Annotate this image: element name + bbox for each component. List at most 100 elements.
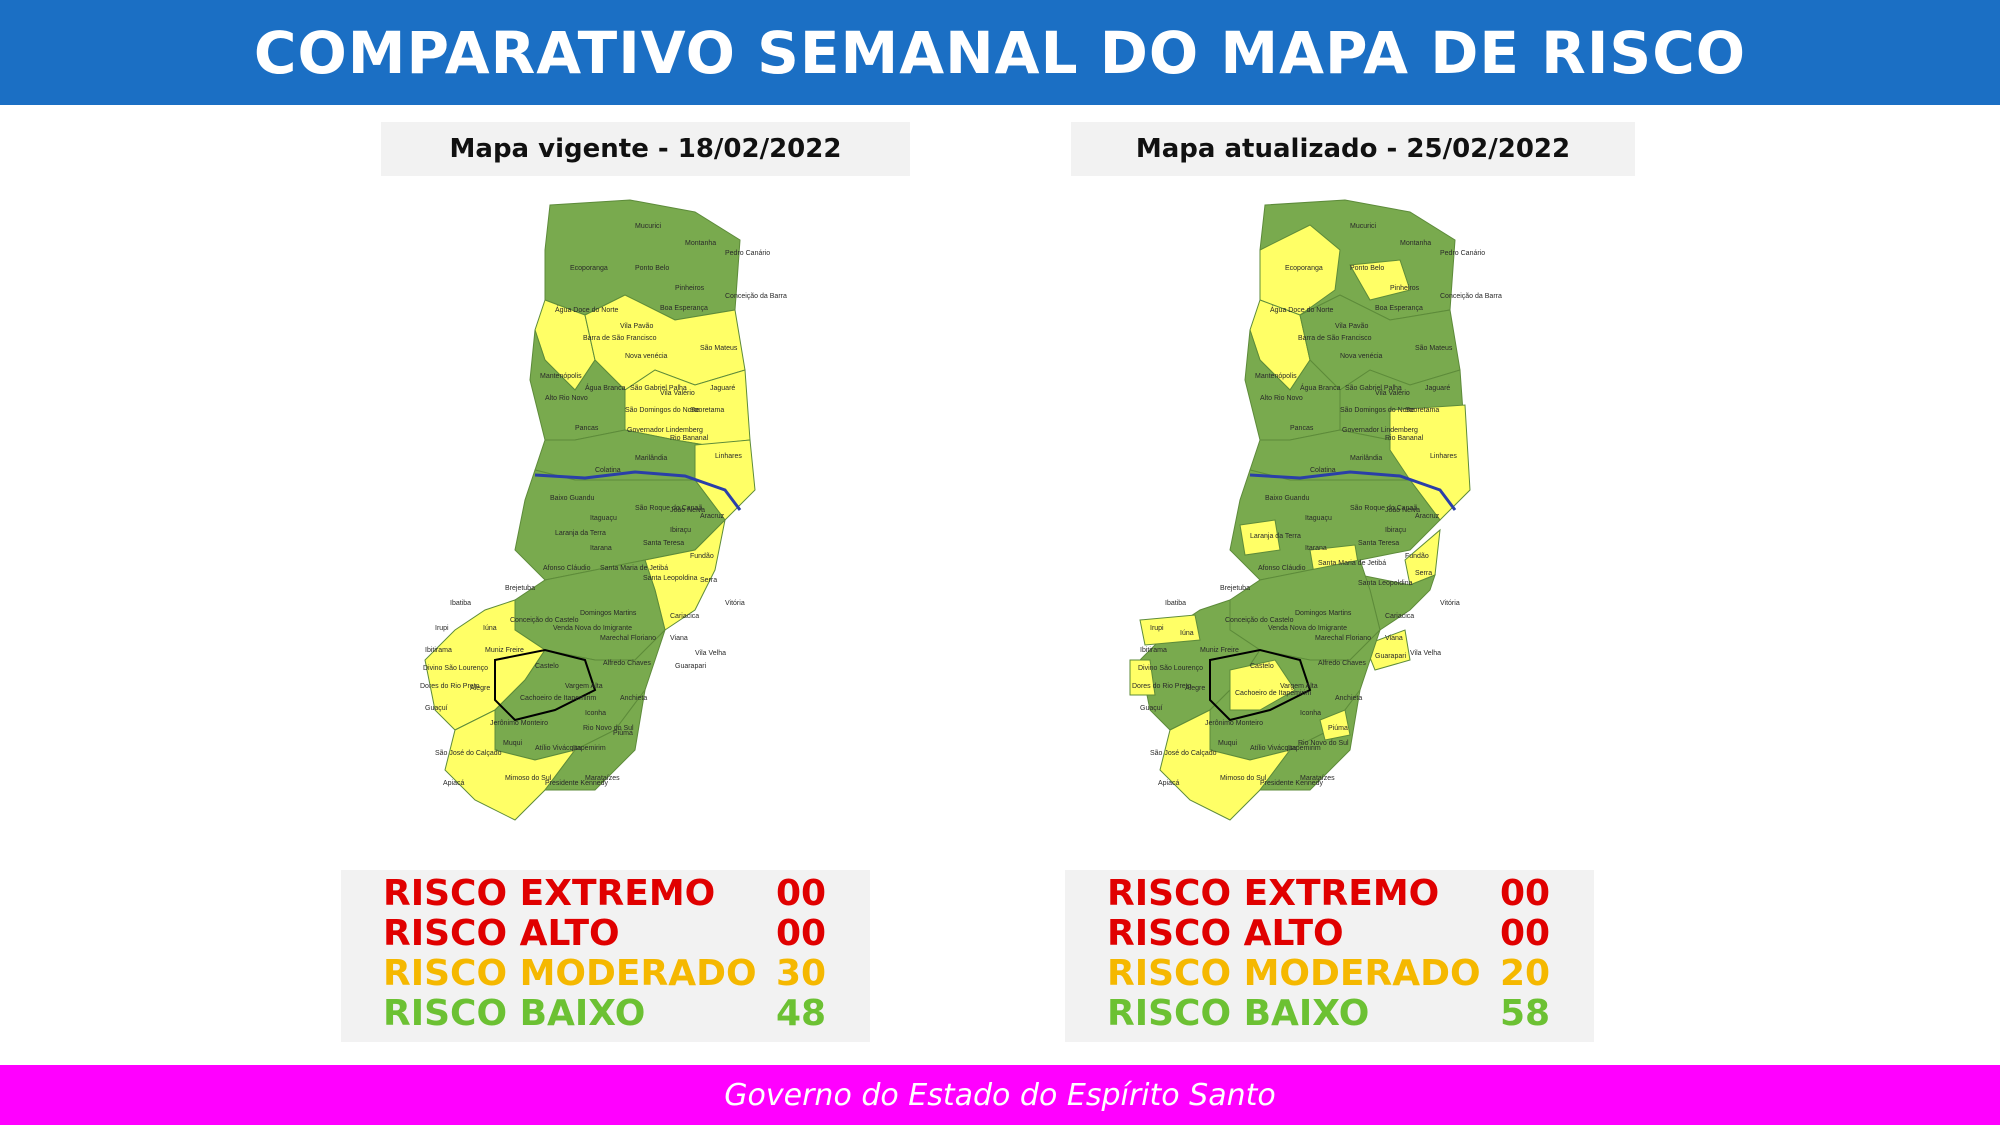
map-label: Anchieta [1335,695,1362,702]
map-label: São José do Calçado [435,750,502,757]
map-label: Marataízes [585,775,620,782]
map-label: Jaguaré [710,385,735,392]
map-label: Colatina [1310,467,1336,474]
map-label: Vargem Alta [1280,683,1318,690]
map-label: Aracruz [700,513,725,520]
map-label: Marilândia [635,455,667,462]
map-label: Mantenópolis [540,373,582,380]
map-label: Cachoeiro de Itapemirim [1235,690,1311,697]
map-label: Sooretama [690,407,724,414]
map-label: João Neiva [670,507,705,514]
map-label: Pinheiros [675,285,705,292]
legend-label: RISCO BAIXO [383,993,646,1034]
legend-count: 20 [1500,953,1551,994]
map-label: Alto Rio Novo [1260,395,1303,402]
map-label: Domingos Martins [580,610,637,617]
map-label: Presidente Kennedy [1260,780,1324,787]
map-label: Linhares [715,453,742,460]
map-label: Itapemirim [1288,745,1321,752]
map-label: Jerônimo Monteiro [1205,720,1263,727]
legend-row-low: RISCO BAIXO 48 [341,994,870,1034]
region-piuma [1319,709,1351,741]
legend-count: 00 [1500,913,1551,954]
map-label: Santa Teresa [1358,540,1399,547]
map-label: São Domingos do Norte [1340,407,1415,414]
map-label: Afonso Cláudio [543,565,591,572]
map-label: Iconha [1300,710,1321,717]
map-label: Atílio Vivácqua [535,745,581,752]
map-label: Ibiraçu [670,527,691,534]
map-label: São Mateus [700,345,738,352]
map-label: Serra [1415,570,1432,577]
map-label: Ibitirama [1140,647,1167,654]
region-north [544,199,741,321]
region-iuna [1139,614,1201,646]
map-label: Pedro Canário [725,250,770,257]
legend-label: RISCO ALTO [1107,913,1344,954]
river-doce [534,470,742,511]
map-label: Colatina [595,467,621,474]
map-label: Vila Velha [695,650,726,657]
region-coast-south [544,689,646,791]
map-label: Itarana [1305,545,1327,552]
map-label: São José do Calçado [1150,750,1217,757]
map-label: Boa Esperança [660,305,708,312]
map-label: Laranja da Terra [1250,533,1301,540]
map-label: Piúma [613,730,633,737]
footer-text: Governo do Estado do Espírito Santo [724,1077,1276,1113]
map-label: São Roque do Canaã [1350,505,1417,512]
map-label: Vargem Alta [565,683,603,690]
map-label: Ponto Belo [1350,265,1384,272]
map-label: Mucurici [635,223,662,230]
legend-label: RISCO EXTREMO [1107,873,1440,914]
map-label: Conceição do Castelo [1225,617,1294,624]
map-label: Marataízes [1300,775,1335,782]
map-label: Alfredo Chaves [603,660,651,667]
map-label: Mimoso do Sul [505,775,552,782]
risk-map-updated: Mucurici Montanha Pedro Canário Ecoporan… [1110,190,1550,850]
legend-count: 00 [776,873,827,914]
map-label: Mucurici [1350,223,1377,230]
map-label: Governador Lindemberg [1342,427,1418,434]
region-guarapari [1364,629,1411,671]
state-outline [424,199,756,821]
legend-label: RISCO ALTO [383,913,620,954]
legend-label: RISCO EXTREMO [383,873,716,914]
map-label: Marilândia [1350,455,1382,462]
risk-map-current: Mucurici Montanha Pedro Canário Ecoporan… [395,190,835,850]
map-label: Vila Pavão [620,323,653,330]
risk-legend-current: RISCO EXTREMO 00 RISCO ALTO 00 RISCO MOD… [341,870,870,1042]
legend-row-moderate: RISCO MODERADO 20 [1065,954,1594,994]
map-label: Apiacá [1158,780,1180,787]
risk-map-current-svg: Mucurici Montanha Pedro Canário Ecoporan… [420,199,787,821]
map-label: Dores do Rio Preto [1132,683,1192,690]
map-label: Cariacica [1385,613,1414,620]
map-label: São Gabriel Palha [1345,385,1402,392]
legend-label: RISCO BAIXO [1107,993,1370,1034]
map-label: São Gabriel Palha [630,385,687,392]
map-label: Santa Maria de Jetibá [600,565,668,572]
map-label: Água Branca [585,383,626,392]
map-label: Santa Leopoldina [643,575,698,582]
river-doce [1249,470,1457,511]
map-label: Divino São Lourenço [1138,665,1203,672]
map-label: Alto Rio Novo [545,395,588,402]
map-label: Piúma [1328,725,1348,732]
map-label: Conceição do Castelo [510,617,579,624]
map-label: Fundão [690,553,714,560]
state-outline [1129,199,1471,821]
map-label: Pedro Canário [1440,250,1485,257]
map-label: Mimoso do Sul [1220,775,1267,782]
map-label: Ponto Belo [635,265,669,272]
map-label: Barra de São Francisco [1298,335,1372,342]
map-label: Conceição da Barra [1440,293,1502,300]
map-label: Vitória [725,600,745,607]
map-label: Rio Bananal [670,435,709,442]
legend-row-moderate: RISCO MODERADO 30 [341,954,870,994]
map-label: Linhares [1430,453,1457,460]
map-label: Jerônimo Monteiro [490,720,548,727]
map-label: Ecoporanga [1285,265,1323,272]
map-label: Vila Velha [1410,650,1441,657]
map-label: Muqui [503,740,523,747]
map-label: Governador Lindemberg [627,427,703,434]
